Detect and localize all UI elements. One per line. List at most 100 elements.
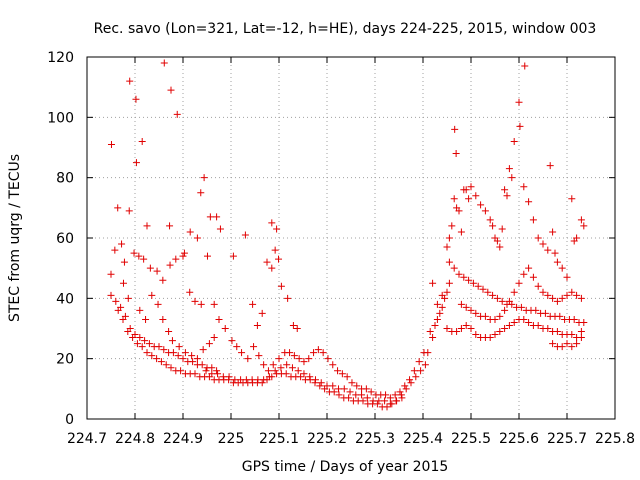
data-point (329, 382, 337, 390)
data-point (148, 352, 156, 360)
data-point (438, 303, 446, 311)
data-point (450, 264, 458, 272)
x-tick-label: 225.5 (451, 431, 491, 447)
data-point (238, 349, 246, 357)
data-point (496, 312, 504, 320)
data-point (436, 309, 444, 317)
data-point (479, 285, 487, 293)
data-point (529, 273, 537, 281)
data-point (451, 125, 459, 133)
data-point (202, 367, 210, 375)
data-point (260, 361, 268, 369)
data-point (343, 373, 351, 381)
data-point (577, 334, 585, 342)
data-point (486, 216, 494, 224)
data-point (462, 303, 470, 311)
data-point (180, 249, 188, 257)
x-tick-label: 225.1 (259, 431, 299, 447)
data-point (330, 388, 338, 396)
data-point (300, 358, 308, 366)
data-point (445, 279, 453, 287)
data-point (568, 343, 576, 351)
data-point (168, 337, 176, 345)
x-tick-label: 225 (218, 431, 245, 447)
data-point (277, 364, 285, 372)
data-point (126, 77, 134, 85)
data-point (460, 273, 468, 281)
data-point (157, 358, 165, 366)
data-point (193, 234, 201, 242)
data-point (233, 343, 241, 351)
data-point (145, 340, 153, 348)
data-point (501, 186, 509, 194)
data-point (386, 394, 394, 402)
data-point (324, 355, 332, 363)
data-point (383, 403, 391, 411)
data-point (493, 294, 501, 302)
data-point (568, 288, 576, 296)
x-tick-label: 224.8 (115, 431, 155, 447)
y-tick-label: 60 (56, 231, 74, 247)
data-point (263, 258, 271, 266)
data-point (568, 195, 576, 203)
data-point (520, 315, 528, 323)
data-point (346, 388, 354, 396)
data-point (107, 140, 115, 148)
data-point (462, 186, 470, 194)
data-point (140, 255, 148, 263)
data-point (551, 249, 559, 257)
y-tick-label: 40 (56, 291, 74, 307)
data-point (505, 321, 513, 329)
data-point (367, 388, 375, 396)
y-tick-label: 80 (56, 171, 74, 187)
data-point (250, 343, 258, 351)
data-point (120, 258, 128, 266)
data-point (265, 373, 273, 381)
data-point (477, 201, 485, 209)
data-point (148, 291, 156, 299)
data-point (159, 276, 167, 284)
data-point (179, 252, 187, 260)
data-point (493, 237, 501, 245)
data-point (160, 346, 168, 354)
x-tick-label: 225.2 (307, 431, 347, 447)
data-point (467, 306, 475, 314)
data-point (474, 282, 482, 290)
data-point (112, 297, 120, 305)
x-tick-label: 225.8 (595, 431, 635, 447)
data-point (553, 328, 561, 336)
data-points (107, 59, 588, 411)
data-point (510, 318, 518, 326)
data-point (521, 62, 529, 70)
data-point (186, 228, 194, 236)
data-point (297, 373, 305, 381)
data-point (142, 315, 150, 323)
data-point (529, 216, 537, 224)
data-point (229, 252, 237, 260)
data-point (455, 207, 463, 215)
data-point (421, 361, 429, 369)
data-point (445, 234, 453, 242)
data-point (424, 349, 432, 357)
data-point (448, 222, 456, 230)
data-point (415, 358, 423, 366)
data-point (138, 343, 146, 351)
data-point (520, 270, 528, 278)
data-point (491, 331, 499, 339)
data-point (556, 312, 564, 320)
data-point (549, 340, 557, 348)
data-point (314, 346, 322, 354)
data-point (457, 300, 465, 308)
data-point (573, 340, 581, 348)
data-point (167, 86, 175, 94)
data-point (133, 340, 141, 348)
data-point (373, 400, 381, 408)
data-point (417, 367, 425, 375)
data-point (453, 328, 461, 336)
data-point (358, 391, 366, 399)
data-point (503, 192, 511, 200)
data-point (311, 376, 319, 384)
data-point (498, 225, 506, 233)
data-point (433, 315, 441, 323)
